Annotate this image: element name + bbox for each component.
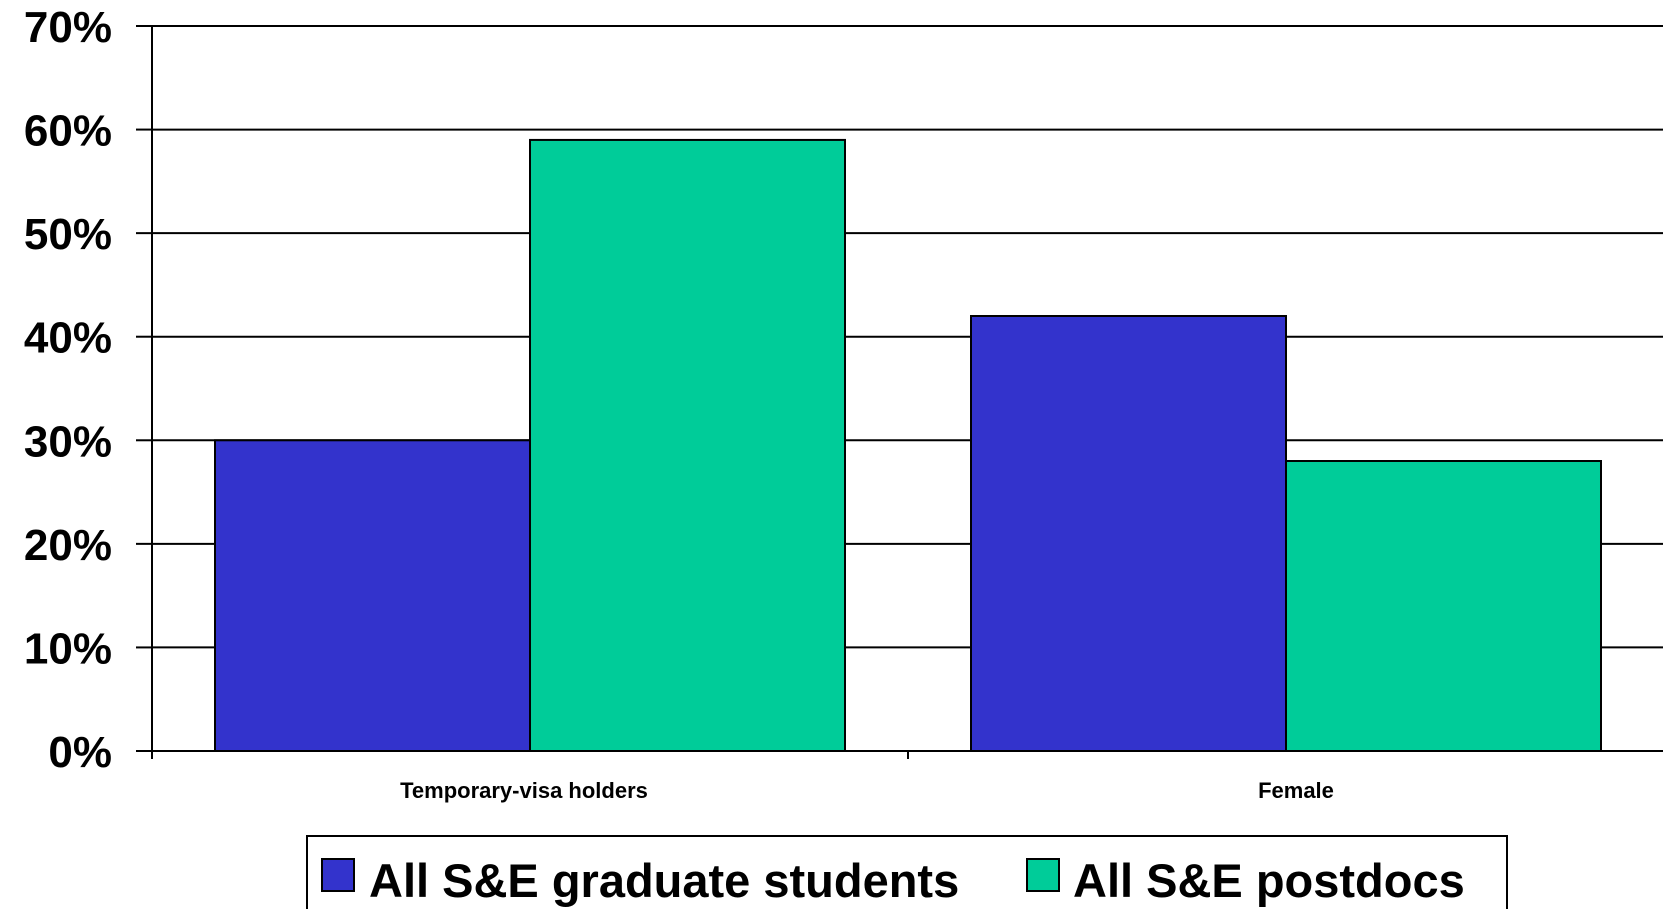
y-tick-label: 70% bbox=[24, 3, 112, 52]
y-tick-labels: 0% 10% 20% 30% 40% 50% 60% 70% bbox=[24, 3, 112, 777]
y-tick-label: 50% bbox=[24, 210, 112, 259]
axes bbox=[136, 25, 1663, 759]
y-tick-label: 60% bbox=[24, 107, 112, 156]
bar-postdocs-1 bbox=[1285, 460, 1602, 752]
legend: All S&E graduate students All S&E postdoc… bbox=[306, 835, 1508, 909]
legend-box bbox=[306, 835, 1508, 909]
legend-swatch-graduate-students bbox=[321, 858, 355, 892]
y-tick-label: 40% bbox=[24, 314, 112, 363]
legend-label-postdocs: All S&E postdocs bbox=[1073, 854, 1465, 907]
x-tick-labels: Temporary-visa holders Female bbox=[400, 778, 1334, 803]
legend-swatch-postdocs bbox=[1026, 858, 1060, 892]
y-tick-label: 20% bbox=[24, 521, 112, 570]
x-tick-label: Temporary-visa holders bbox=[400, 778, 648, 803]
y-tick-label: 10% bbox=[24, 624, 112, 673]
bar-graduate-students-1 bbox=[970, 315, 1287, 752]
legend-label-graduate-students: All S&E graduate students bbox=[369, 854, 959, 907]
x-tick-label: Female bbox=[1258, 778, 1334, 803]
bar-graduate-students-0 bbox=[214, 439, 531, 752]
bar-postdocs-0 bbox=[529, 138, 846, 752]
y-tick-label: 0% bbox=[48, 728, 112, 777]
y-tick-label: 30% bbox=[24, 417, 112, 466]
bars bbox=[214, 138, 1602, 752]
